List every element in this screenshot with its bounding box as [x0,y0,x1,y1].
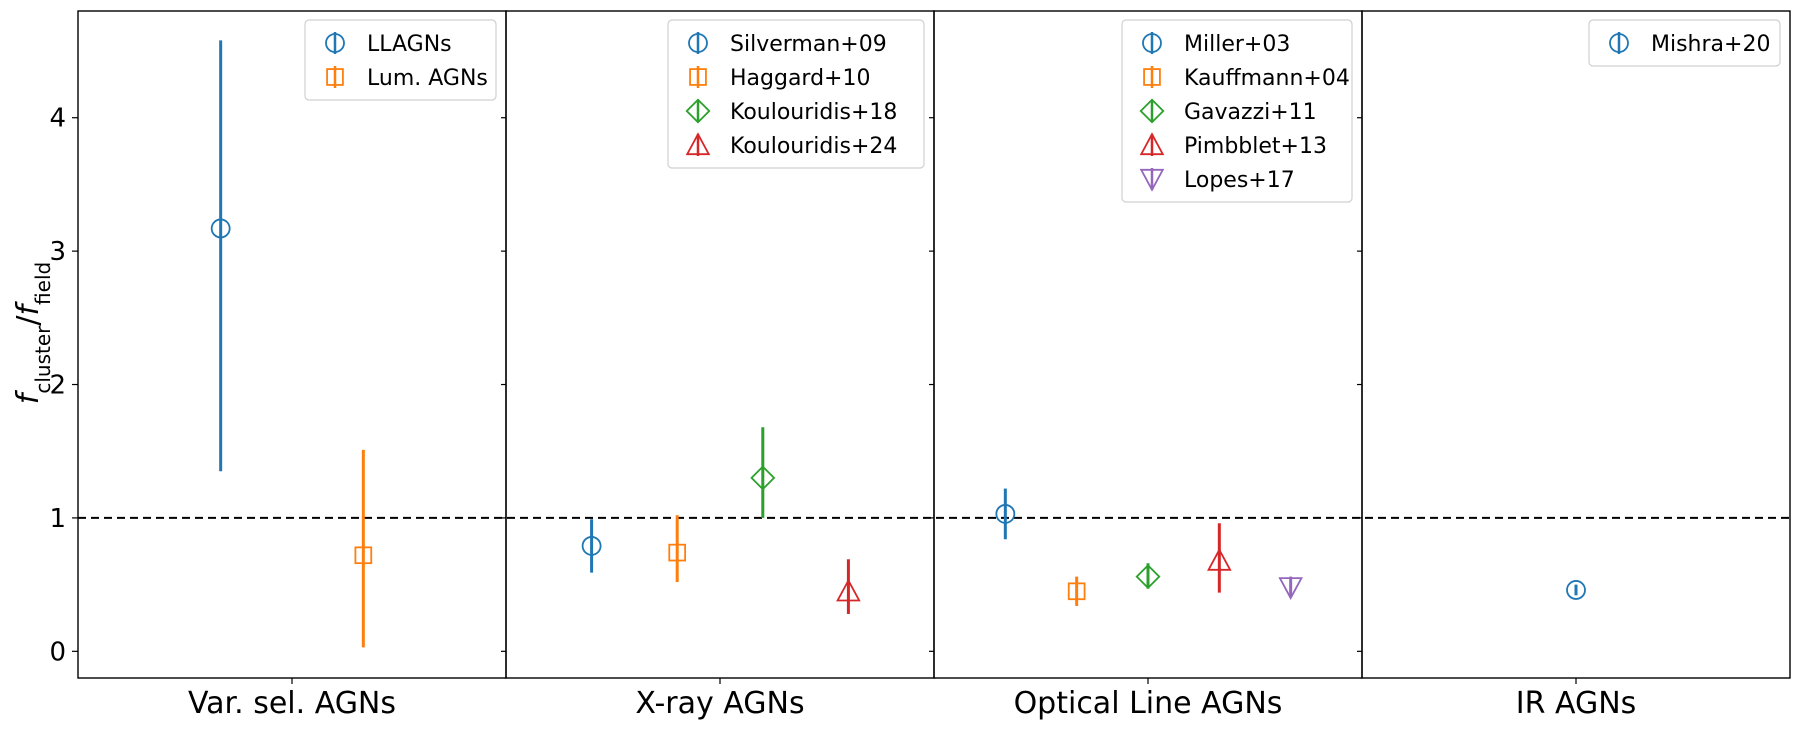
data-point [1278,576,1303,600]
legend-label: Koulouridis+24 [730,134,897,159]
legend-marker-square [689,68,707,86]
panel-4 [1566,580,1586,600]
y-axis-label-sub-cluster: cluster [31,325,55,394]
marker-square [354,546,373,565]
legend-box [1121,19,1353,203]
legend-entry: Lum. AGNs [326,66,488,91]
data-point [210,40,231,472]
y-tick-label: 0 [49,637,66,667]
data-point [581,519,602,573]
legend-marker-circle [1609,33,1629,53]
legend-entry: Kauffmann+04 [1143,66,1350,91]
marker-triangle-up [1207,547,1232,571]
legend-entry: Miller+03 [1142,32,1290,57]
marker-triangle-down [1278,577,1303,600]
legend-marker-diamond [1139,98,1165,124]
data-point [836,559,861,614]
legend-entry: Lopes+17 [1139,168,1295,193]
legend-entry: LLAGNs [325,32,452,57]
marker-circle [1566,580,1586,600]
data-layer [210,40,1586,648]
legend-label: LLAGNs [367,32,452,57]
legend: Silverman+09 Haggard+10 Koulouridis+18 Koul… [667,19,925,169]
y-tick-label: 1 [49,504,66,534]
data-point [995,488,1016,540]
y-axis-label-text: fcluster/ffield [11,262,55,404]
panel-1 [210,40,373,648]
x-tick-label: Var. sel. AGNs [188,686,396,721]
marker-circle [581,536,602,556]
legend: Miller+03 Kauffmann+04 Gavazzi+11 Pimbblet+… [1121,19,1353,203]
legend-label: Haggard+10 [730,66,871,91]
y-tick-label: 2 [49,371,66,401]
legend-marker-circle [1142,33,1162,53]
legend-box [304,19,497,101]
data-point [1207,523,1232,593]
x-tick-label: X-ray AGNs [635,686,804,721]
legend-box [1588,19,1781,67]
legend-layer: LLAGNs Lum. AGNs Silverman+09 Haggard+10 Kou… [304,19,1781,203]
legend-label: Miller+03 [1184,32,1290,57]
data-point [354,449,373,648]
x-tick-label: IR AGNs [1516,686,1637,721]
y-tick-label: 4 [49,104,66,134]
y-axis-label-sub-field: field [31,262,55,305]
panel-2 [581,427,861,614]
data-point [750,427,776,518]
legend-label: Lopes+17 [1184,168,1295,193]
legend-entry: Silverman+09 [688,32,887,57]
x-tick-label: Optical Line AGNs [1014,686,1283,721]
data-point [1067,576,1086,606]
legend-label: Mishra+20 [1651,32,1770,57]
marker-circle [995,504,1016,524]
data-point [668,515,687,582]
axes-layer: Var. sel. AGNs X-ray AGNs Optical Line AGN… [49,104,1636,721]
legend-entry: Gavazzi+11 [1139,98,1317,125]
y-tick-label: 3 [49,237,66,267]
marker-diamond [750,465,776,491]
legend-marker-triangle-up [1139,132,1165,156]
legend-marker-triangle-up [685,132,711,156]
y-axis-label: fcluster/ffield [11,262,55,404]
legend-marker-triangle-down [1139,168,1165,192]
marker-diamond [1135,564,1161,590]
legend-entry: Pimbblet+13 [1139,132,1327,159]
marker-square [668,543,687,562]
panel-frame [77,10,507,679]
legend: LLAGNs Lum. AGNs [304,19,497,101]
legend-box [667,19,925,169]
marker-circle [210,218,231,239]
legend-marker-diamond [685,98,711,124]
marker-square [1067,582,1086,601]
legend-marker-circle [325,33,345,53]
panel-frame [1361,10,1791,679]
legend-label: Kauffmann+04 [1184,66,1350,91]
panel-3 [995,488,1303,606]
legend-label: Pimbblet+13 [1184,134,1327,159]
legend-entry: Mishra+20 [1609,32,1770,57]
legend-entry: Haggard+10 [689,66,871,91]
legend-marker-square [1143,68,1161,86]
legend-marker-square [326,68,344,86]
legend: Mishra+20 [1588,19,1781,67]
data-point [1566,580,1586,600]
legend-marker-circle [688,33,708,53]
legend-label: Gavazzi+11 [1184,100,1317,125]
legend-entry: Koulouridis+18 [685,98,897,125]
frame-layer [77,10,1791,679]
legend-label: Silverman+09 [730,32,887,57]
legend-label: Lum. AGNs [367,66,488,91]
marker-triangle-up [836,578,861,602]
legend-label: Koulouridis+18 [730,100,897,125]
legend-entry: Koulouridis+24 [685,132,897,159]
data-point [1135,563,1161,590]
